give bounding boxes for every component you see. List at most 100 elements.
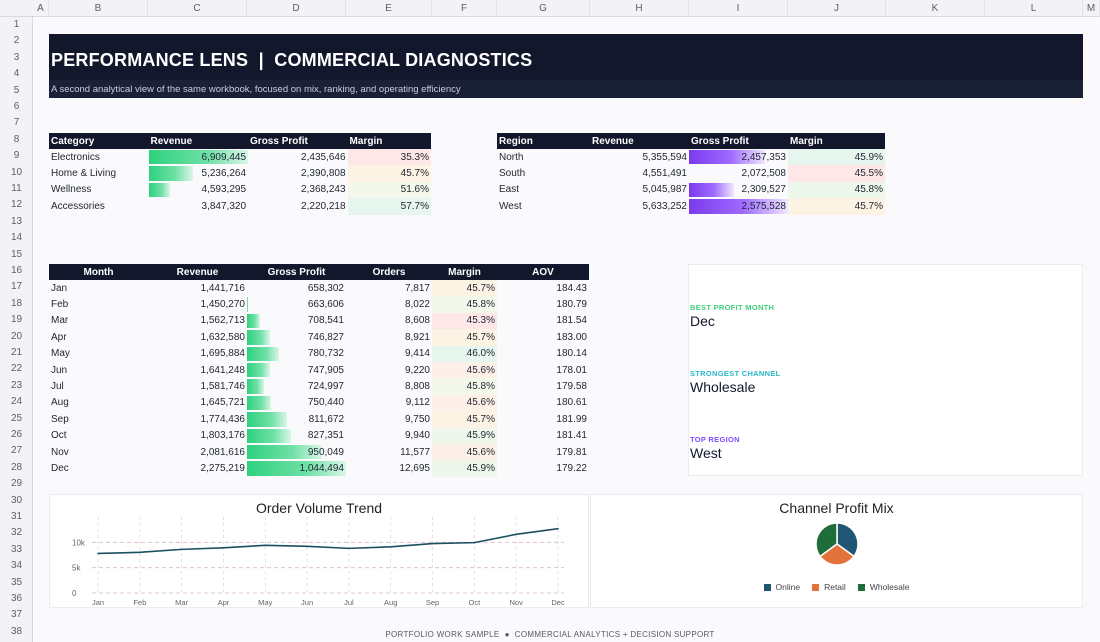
row-header-14[interactable]: 14 <box>10 232 23 244</box>
column-header-f[interactable]: F <box>432 0 497 17</box>
revenue-cell[interactable]: 1,632,580 <box>148 329 247 345</box>
margin-cell[interactable]: 45.7% <box>788 198 885 215</box>
revenue-cell[interactable]: 2,081,616 <box>148 444 247 460</box>
order-volume-chart[interactable]: Order Volume Trend 10k 5k 0 Jan Feb Mar Apr May… <box>49 494 589 608</box>
orders-cell[interactable]: 8,921 <box>346 329 432 345</box>
margin-cell[interactable]: 45.7% <box>432 411 497 428</box>
orders-cell[interactable]: 8,608 <box>346 313 432 329</box>
row-header-8[interactable]: 8 <box>13 133 20 145</box>
gross-profit-cell[interactable]: 2,457,353 <box>689 149 788 165</box>
month-cell[interactable]: Jul <box>49 378 148 394</box>
revenue-cell[interactable]: 4,551,491 <box>590 165 689 181</box>
row-header-11[interactable]: 11 <box>11 183 22 194</box>
row-header-12[interactable]: 12 <box>10 199 23 211</box>
region-cell[interactable]: North <box>497 149 590 165</box>
margin-cell[interactable]: 45.9% <box>788 149 885 166</box>
gross-profit-cell[interactable]: 2,575,528 <box>689 198 788 214</box>
orders-cell[interactable]: 8,022 <box>346 296 432 312</box>
row-header-1[interactable]: 1 <box>13 19 20 30</box>
revenue-cell[interactable]: 1,562,713 <box>148 313 247 329</box>
orders-cell[interactable]: 9,940 <box>346 428 432 444</box>
aov-cell[interactable]: 184.43 <box>497 280 589 296</box>
gross-profit-cell[interactable]: 2,368,243 <box>248 182 348 198</box>
margin-cell[interactable]: 57.7% <box>347 198 431 215</box>
column-header-d[interactable]: D <box>247 0 346 17</box>
aov-cell[interactable]: 179.81 <box>497 444 589 460</box>
margin-cell[interactable]: 45.8% <box>788 181 885 199</box>
column-header-i[interactable]: I <box>689 0 788 17</box>
aov-cell[interactable]: 181.41 <box>497 428 589 444</box>
revenue-cell[interactable]: 4,593,295 <box>148 182 249 198</box>
revenue-cell[interactable]: 1,441,716 <box>148 280 247 296</box>
row-header-26[interactable]: 26 <box>10 429 23 440</box>
row-header-2[interactable]: 2 <box>13 35 20 47</box>
gross-profit-cell[interactable]: 2,435,646 <box>248 149 348 165</box>
month-cell[interactable]: Apr <box>49 329 148 345</box>
month-cell[interactable]: Jan <box>49 280 148 296</box>
row-header-5[interactable]: 5 <box>13 84 20 96</box>
margin-cell[interactable]: 45.7% <box>432 329 497 346</box>
gross-profit-cell[interactable]: 2,390,808 <box>248 165 348 181</box>
region-cell[interactable]: East <box>497 182 590 198</box>
revenue-cell[interactable]: 1,645,721 <box>148 395 247 411</box>
gross-profit-cell[interactable]: 750,440 <box>247 395 346 411</box>
row-header-15[interactable]: 15 <box>10 248 23 260</box>
row-header-17[interactable]: 17 <box>10 281 23 293</box>
month-cell[interactable]: Jun <box>49 362 148 378</box>
margin-cell[interactable]: 45.8% <box>432 296 497 313</box>
orders-cell[interactable]: 9,220 <box>346 362 432 378</box>
revenue-cell[interactable]: 5,045,987 <box>590 182 689 198</box>
month-cell[interactable]: Mar <box>49 313 148 329</box>
row-header-13[interactable]: 13 <box>10 215 23 227</box>
orders-cell[interactable]: 11,577 <box>346 444 432 460</box>
row-header-7[interactable]: 7 <box>13 117 20 129</box>
month-cell[interactable]: May <box>49 346 148 362</box>
category-cell[interactable]: Wellness <box>49 182 149 198</box>
margin-cell[interactable]: 46.0% <box>432 345 497 362</box>
gross-profit-cell[interactable]: 827,351 <box>247 428 346 444</box>
category-cell[interactable]: Home & Living <box>49 165 149 181</box>
margin-cell[interactable]: 45.5% <box>788 165 885 182</box>
revenue-cell[interactable]: 1,581,746 <box>148 378 247 394</box>
gross-profit-cell[interactable]: 2,072,508 <box>689 165 788 181</box>
row-header-28[interactable]: 28 <box>10 461 23 473</box>
row-header-37[interactable]: 37 <box>10 609 23 621</box>
margin-cell[interactable]: 45.9% <box>432 460 497 477</box>
gross-profit-cell[interactable]: 746,827 <box>247 329 346 345</box>
row-header-27[interactable]: 27 <box>10 445 23 457</box>
aov-cell[interactable]: 179.58 <box>497 378 589 394</box>
row-header-29[interactable]: 29 <box>10 478 23 490</box>
row-header-19[interactable]: 19 <box>10 314 23 326</box>
month-cell[interactable]: Oct <box>49 428 148 444</box>
revenue-cell[interactable]: 1,695,884 <box>148 346 247 362</box>
row-header-24[interactable]: 24 <box>10 396 23 408</box>
row-header-38[interactable]: 38 <box>10 625 23 637</box>
row-header-18[interactable]: 18 <box>10 297 23 309</box>
column-header-e[interactable]: E <box>346 0 432 17</box>
aov-cell[interactable]: 180.61 <box>497 395 589 411</box>
revenue-cell[interactable]: 1,774,436 <box>148 411 247 427</box>
month-cell[interactable]: Feb <box>49 296 148 312</box>
gross-profit-cell[interactable]: 658,302 <box>247 280 346 296</box>
row-header-32[interactable]: 32 <box>10 527 23 539</box>
revenue-cell[interactable]: 1,450,270 <box>148 296 247 312</box>
gross-profit-cell[interactable]: 724,997 <box>247 378 346 394</box>
margin-cell[interactable]: 45.9% <box>432 427 497 444</box>
row-header-4[interactable]: 4 <box>13 68 20 80</box>
orders-cell[interactable]: 7,817 <box>346 280 432 296</box>
row-header-21[interactable]: 21 <box>10 347 23 358</box>
revenue-cell[interactable]: 3,847,320 <box>149 198 249 214</box>
margin-cell[interactable]: 45.6% <box>432 394 497 412</box>
gross-profit-cell[interactable]: 811,672 <box>247 411 346 427</box>
revenue-cell[interactable]: 5,633,252 <box>590 198 689 214</box>
revenue-cell[interactable]: 1,803,176 <box>148 428 247 444</box>
revenue-cell[interactable]: 6,909,445 <box>148 149 249 165</box>
row-header-23[interactable]: 23 <box>10 379 23 391</box>
margin-cell[interactable]: 35.3% <box>347 149 431 166</box>
margin-cell[interactable]: 45.6% <box>432 443 497 461</box>
revenue-cell[interactable]: 2,275,219 <box>148 460 247 476</box>
row-header-36[interactable]: 36 <box>10 593 23 604</box>
row-header-10[interactable]: 10 <box>10 166 23 178</box>
column-header-k[interactable]: K <box>886 0 985 17</box>
category-cell[interactable]: Accessories <box>49 198 149 214</box>
